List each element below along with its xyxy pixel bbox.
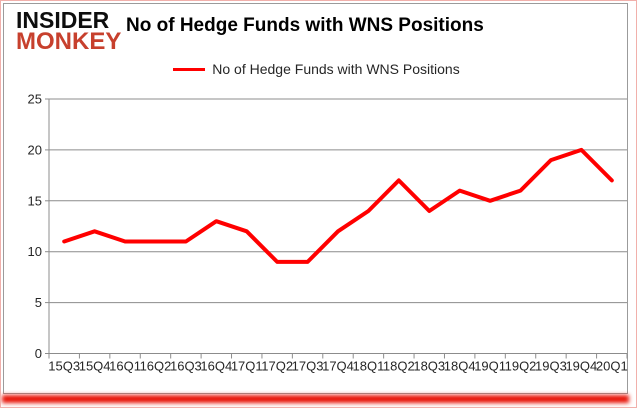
chart-title: No of Hedge Funds with WNS Positions bbox=[126, 15, 484, 36]
y-axis-label: 10 bbox=[28, 244, 42, 259]
y-axis-label: 15 bbox=[28, 193, 42, 208]
x-axis-label: 17Q2 bbox=[261, 359, 293, 374]
x-axis-label: 16Q4 bbox=[200, 359, 232, 374]
logo-text-monkey: MONKEY bbox=[16, 28, 122, 56]
y-axis-label: 25 bbox=[28, 92, 42, 107]
x-axis-label: 17Q3 bbox=[292, 359, 324, 374]
legend-label: No of Hedge Funds with WNS Positions bbox=[212, 61, 460, 77]
x-axis-label: 19Q4 bbox=[565, 359, 597, 374]
x-axis-label: 17Q1 bbox=[231, 359, 263, 374]
x-axis-label: 15Q3 bbox=[48, 359, 80, 374]
logo-text-insider: INSIDER bbox=[16, 7, 110, 33]
y-axis-label: 20 bbox=[28, 142, 42, 157]
x-axis-label: 18Q2 bbox=[383, 359, 415, 374]
x-axis-label: 16Q1 bbox=[109, 359, 141, 374]
x-axis-label: 16Q2 bbox=[140, 359, 172, 374]
x-axis-label: 15Q4 bbox=[79, 359, 111, 374]
line-chart-plot: 051015202515Q315Q416Q116Q216Q316Q417Q117… bbox=[28, 92, 628, 374]
x-axis-label: 18Q3 bbox=[413, 359, 445, 374]
y-axis-label: 5 bbox=[35, 295, 42, 310]
insider-monkey-logo: INSIDER MONKEY bbox=[16, 7, 122, 56]
x-axis-label: 19Q2 bbox=[505, 359, 537, 374]
chart-card: INSIDER MONKEY No of Hedge Funds with WN… bbox=[3, 3, 628, 394]
hedge-funds-series-line bbox=[62, 147, 614, 264]
x-axis-label: 20Q1 bbox=[596, 359, 628, 374]
bottom-red-shadow bbox=[2, 395, 629, 403]
chart-legend: No of Hedge Funds with WNS Positions bbox=[4, 61, 629, 77]
x-axis-label: 18Q4 bbox=[444, 359, 476, 374]
y-axis-label: 0 bbox=[35, 346, 42, 361]
x-axis-label: 16Q3 bbox=[170, 359, 202, 374]
x-axis-label: 17Q4 bbox=[322, 359, 354, 374]
x-axis-label: 19Q3 bbox=[535, 359, 567, 374]
x-axis-label: 19Q1 bbox=[474, 359, 506, 374]
legend-line-swatch bbox=[173, 67, 206, 71]
x-axis-label: 18Q1 bbox=[353, 359, 385, 374]
